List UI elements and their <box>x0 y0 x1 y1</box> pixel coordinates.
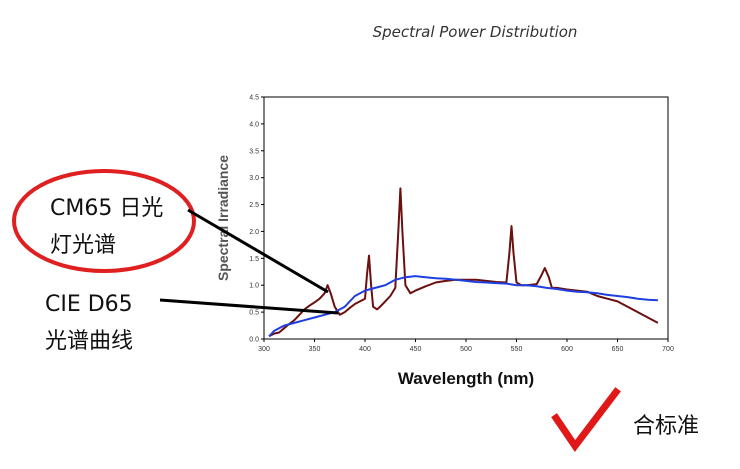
series-line-cie-d65 <box>268 275 658 337</box>
plot-frame <box>263 96 669 340</box>
cm65-label-line1: CM65 日光 <box>50 196 163 221</box>
x-tick-label: 700 <box>662 346 674 353</box>
x-axis-label: Wavelength (nm) <box>398 369 534 388</box>
x-tick-label: 350 <box>309 346 321 353</box>
y-tick-label: 3.5 <box>249 148 259 155</box>
y-tick-label: 0.5 <box>249 310 259 317</box>
y-tick-label: 2.0 <box>249 229 259 236</box>
y-tick-label: 4.5 <box>249 95 259 102</box>
y-tick-label: 0.0 <box>249 337 259 344</box>
y-tick-label: 3.0 <box>249 175 259 182</box>
series-lines <box>268 187 659 338</box>
d65-callout-line <box>159 298 339 315</box>
x-tick-label: 400 <box>359 346 371 353</box>
x-tick-label: 600 <box>561 346 573 353</box>
x-ticks: 300 350 400 450 500 550 600 650 700 <box>258 339 674 353</box>
chart-title: Spectral Power Distribution <box>373 23 578 41</box>
x-tick-label: 550 <box>511 346 523 353</box>
x-tick-label: 300 <box>258 346 270 353</box>
y-axis-label: Spectral Irradiance <box>215 155 231 281</box>
y-ticks: 0.0 0.5 1.0 1.5 2.0 2.5 3.0 3.5 4.0 4.5 <box>249 95 264 344</box>
x-tick-label: 450 <box>410 346 422 353</box>
x-tick-label: 500 <box>460 346 472 353</box>
y-tick-label: 1.5 <box>249 256 259 263</box>
cm65-label-line2: 灯光谱 <box>50 233 116 258</box>
y-tick-label: 4.0 <box>249 121 259 128</box>
y-tick-label: 2.5 <box>249 202 259 209</box>
d65-label-line2: 光谱曲线 <box>45 329 133 354</box>
cm65-highlight-ellipse <box>12 169 196 273</box>
pass-label: 合标准 <box>633 414 699 439</box>
d65-label-line1: CIE D65 <box>45 292 133 317</box>
plot-area <box>263 96 669 340</box>
y-tick-label: 1.0 <box>249 283 259 290</box>
checkmark-icon <box>551 387 621 452</box>
cm65-callout-line <box>187 208 329 294</box>
x-tick-label: 650 <box>612 346 624 353</box>
